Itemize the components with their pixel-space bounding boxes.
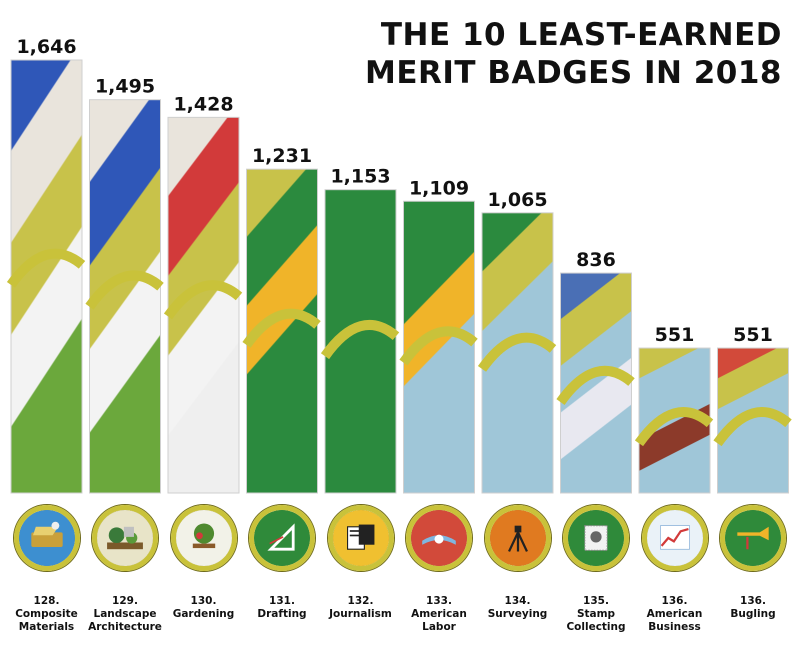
category-label-5: 132. Journalism <box>322 595 400 621</box>
category-label-10: 136. Bugling <box>714 595 792 621</box>
category-label-7: 134. Surveying <box>479 595 557 621</box>
category-name-line: Architecture <box>88 621 162 633</box>
value-label-4: 1,231 <box>252 145 312 167</box>
bar-texture-arc <box>556 365 635 406</box>
badge-5 <box>327 505 394 571</box>
category-name-line: American <box>411 608 467 620</box>
bar-texture-arc <box>6 248 86 288</box>
bar-4 <box>242 168 321 494</box>
category-rank: 134. <box>504 595 531 607</box>
value-label-2: 1,495 <box>95 76 155 98</box>
bar-9 <box>634 347 714 494</box>
bar-8 <box>556 272 635 494</box>
category-label-8: 135. Stamp Collecting <box>557 595 635 634</box>
value-label-10: 551 <box>733 324 773 346</box>
category-name-line: Drafting <box>257 608 307 620</box>
category-label-4: 131. Drafting <box>243 595 321 621</box>
badge-8 <box>563 505 629 571</box>
badge-row <box>0 505 800 585</box>
value-label-8: 836 <box>576 249 616 271</box>
bar-2 <box>85 99 164 494</box>
composite-materials-icon <box>18 510 75 566</box>
badge-2 <box>92 505 158 571</box>
bar-3 <box>163 116 243 494</box>
category-rank: 136. <box>740 595 766 607</box>
category-name-line: Surveying <box>487 608 548 620</box>
category-label-9: 136. American Business <box>636 595 714 634</box>
category-label-row: 128. Composite Materials 129. Landscape Archi… <box>0 595 800 651</box>
category-name-line: Bugling <box>730 608 776 620</box>
american-business-icon <box>646 510 703 566</box>
drafting-icon <box>254 510 310 566</box>
badge-1 <box>13 505 80 571</box>
bar-7 <box>477 212 557 494</box>
category-label-1: 128. Composite Materials <box>8 595 86 634</box>
bar-texture-arc <box>399 326 478 366</box>
bar-texture-arc <box>713 407 792 447</box>
category-rank: 131. <box>269 595 295 607</box>
category-name-line: Labor <box>422 621 456 633</box>
bar-texture-arc <box>242 308 321 348</box>
badge-4 <box>249 505 315 571</box>
value-label-7: 1,065 <box>487 189 547 211</box>
category-rank: 135. <box>583 595 609 607</box>
chart-title-line-1: THE 10 LEAST-EARNED <box>380 17 782 53</box>
value-label-1: 1,646 <box>16 36 76 58</box>
category-rank: 133. <box>426 595 452 607</box>
bar-1 <box>6 59 86 494</box>
bugling-icon <box>725 510 781 566</box>
category-label-3: 130. Gardening <box>165 595 243 621</box>
value-label-9: 551 <box>655 324 695 346</box>
gardening-icon <box>175 510 232 566</box>
category-name-line: Collecting <box>566 621 626 633</box>
bar-texture-arc <box>477 332 557 372</box>
category-name-line: Stamp <box>576 608 616 620</box>
bar-texture-arc <box>85 270 164 310</box>
landscape-architecture-icon <box>97 510 153 566</box>
category-rank: 128. <box>33 595 60 607</box>
category-rank: 132. <box>347 595 374 607</box>
category-rank: 129. <box>112 595 138 607</box>
badge-9 <box>641 505 708 571</box>
value-label-6: 1,109 <box>409 177 469 199</box>
category-label-2: 129. Landscape Architecture <box>86 595 164 634</box>
bar-texture-arc <box>634 407 714 447</box>
category-rank: 130. <box>190 595 217 607</box>
journalism-icon <box>332 510 389 566</box>
badge-7 <box>484 505 551 571</box>
american-labor-icon <box>411 510 467 566</box>
badge-3 <box>170 505 237 571</box>
surveying-icon <box>489 510 546 566</box>
category-name-line: Composite <box>15 608 78 620</box>
bar-rect <box>324 189 397 494</box>
bar-texture-arc <box>320 319 400 360</box>
bar-5 <box>320 189 400 494</box>
chart-title: THE 10 LEAST-EARNED MERIT BADGES IN 2018 <box>362 16 782 92</box>
category-rank: 136. <box>661 595 688 607</box>
chart-title-line-2: MERIT BADGES IN 2018 <box>364 55 782 91</box>
category-name-line: Landscape <box>93 608 157 620</box>
category-name-line: Materials <box>18 621 75 633</box>
category-name-line: Gardening <box>172 608 235 620</box>
value-label-5: 1,153 <box>330 166 390 188</box>
stamp-collecting-icon <box>568 510 624 566</box>
value-label-group: 1,646 1,495 1,428 1,231 1,153 1,109 1,065 836 55… <box>16 36 772 346</box>
bar-chart: 1,646 1,495 1,428 1,231 1,153 1,109 1,065 836 55… <box>6 36 792 494</box>
category-name-line: Journalism <box>329 608 392 620</box>
category-name-line: Business <box>648 621 701 633</box>
category-name-line: American <box>646 608 703 620</box>
badge-10 <box>720 505 786 571</box>
bar-6 <box>399 200 478 494</box>
bar-texture-arc <box>163 280 243 320</box>
category-label-6: 133. American Labor <box>400 595 478 634</box>
bar-10 <box>713 347 792 494</box>
value-label-3: 1,428 <box>173 93 233 115</box>
bar-group <box>6 59 792 494</box>
badge-6 <box>406 505 472 571</box>
